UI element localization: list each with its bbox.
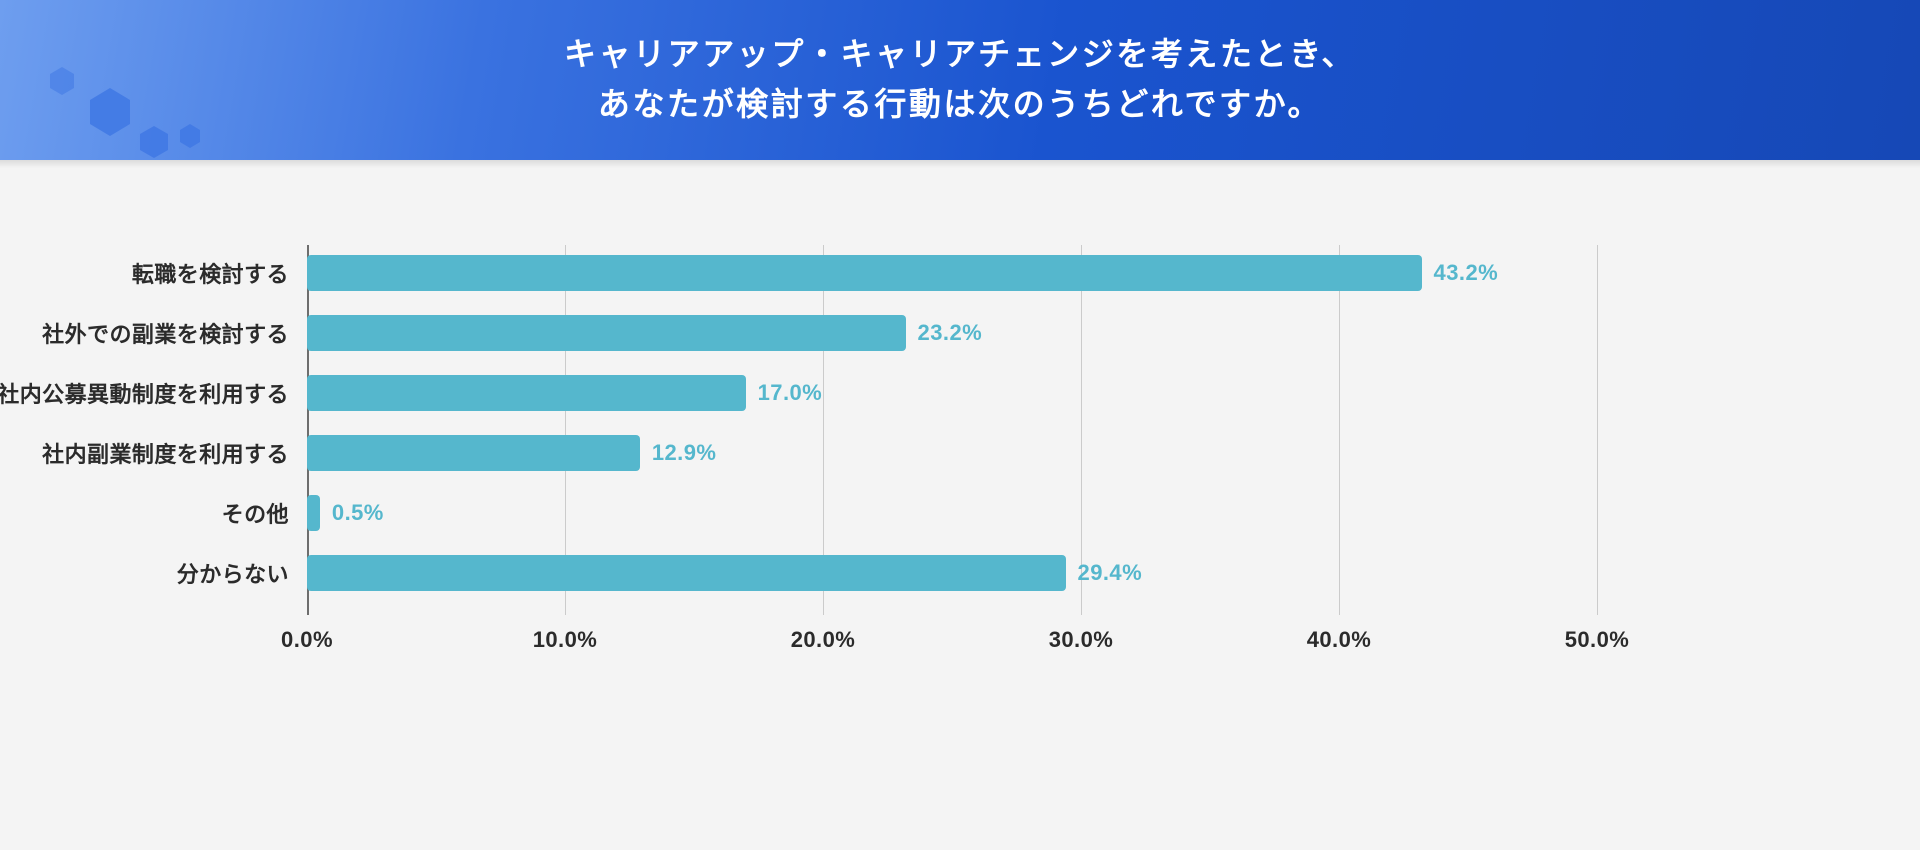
value-label: 29.4%: [1078, 560, 1143, 586]
category-label: 社外での副業を検討する: [42, 317, 307, 349]
category-label: 分からない: [177, 557, 307, 589]
x-tick-label: 50.0%: [1565, 627, 1630, 653]
bar-row: 社内副業制度を利用する12.9%: [307, 435, 1597, 471]
page-title: キャリアアップ・キャリアチェンジを考えたとき、 あなたが検討する行動は次のうちど…: [564, 30, 1356, 129]
category-label: その他: [222, 497, 307, 529]
x-gridline: [1597, 245, 1598, 615]
bar-row: 転職を検討する43.2%: [307, 255, 1597, 291]
bar-row: 社外での副業を検討する23.2%: [307, 315, 1597, 351]
bar: [307, 255, 1422, 291]
bar: [307, 495, 320, 531]
chart-area: 0.0%10.0%20.0%30.0%40.0%50.0%転職を検討する43.2…: [0, 160, 1920, 850]
bar-row: 社内公募異動制度を利用する17.0%: [307, 375, 1597, 411]
bar-row: 分からない29.4%: [307, 555, 1597, 591]
value-label: 23.2%: [918, 320, 983, 346]
x-tick-label: 30.0%: [1049, 627, 1114, 653]
value-label: 43.2%: [1434, 260, 1499, 286]
title-line-2: あなたが検討する行動は次のうちどれですか。: [598, 86, 1322, 122]
value-label: 12.9%: [652, 440, 717, 466]
x-tick-label: 0.0%: [281, 627, 333, 653]
bar-chart: 0.0%10.0%20.0%30.0%40.0%50.0%転職を検討する43.2…: [307, 255, 1597, 605]
bar: [307, 375, 746, 411]
x-tick-label: 40.0%: [1307, 627, 1372, 653]
bar: [307, 555, 1066, 591]
category-label: 社内副業制度を利用する: [42, 437, 307, 469]
x-tick-label: 10.0%: [533, 627, 598, 653]
value-label: 17.0%: [758, 380, 823, 406]
x-tick-label: 20.0%: [791, 627, 856, 653]
title-line-1: キャリアアップ・キャリアチェンジを考えたとき、: [564, 36, 1356, 72]
header-banner: キャリアアップ・キャリアチェンジを考えたとき、 あなたが検討する行動は次のうちど…: [0, 0, 1920, 160]
category-label: 社内公募異動制度を利用する: [0, 377, 307, 409]
bar-row: その他0.5%: [307, 495, 1597, 531]
bar: [307, 315, 906, 351]
value-label: 0.5%: [332, 500, 384, 526]
bar: [307, 435, 640, 471]
category-label: 転職を検討する: [132, 257, 307, 289]
